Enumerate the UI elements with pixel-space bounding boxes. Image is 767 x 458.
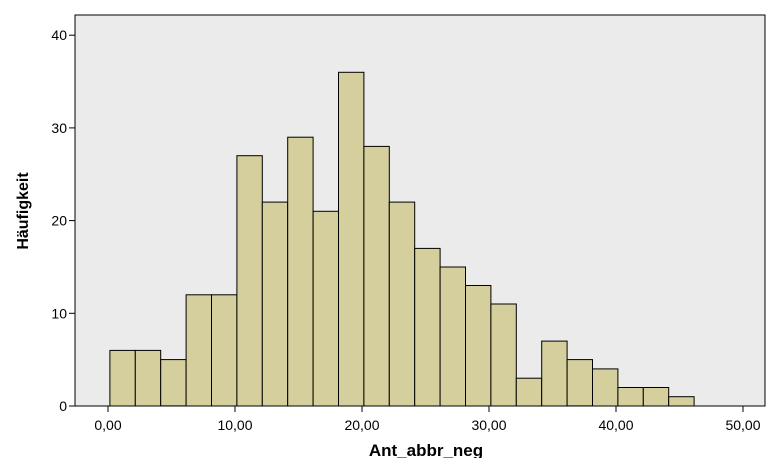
y-tick-label: 20	[51, 213, 67, 229]
y-tick-label: 10	[51, 305, 67, 321]
histogram-bar	[617, 387, 644, 407]
x-axis-label: Ant_abbr_neg	[369, 441, 483, 458]
histogram-bar	[134, 349, 162, 407]
histogram-bar	[211, 294, 238, 407]
bars-group	[109, 71, 695, 407]
histogram-bar	[642, 387, 670, 407]
histogram-bar	[236, 155, 263, 407]
y-tick-label: 30	[51, 120, 67, 136]
x-tick-label: 30,00	[471, 417, 506, 433]
histogram-bar	[668, 396, 695, 407]
histogram-bar	[541, 340, 568, 407]
histogram-bar	[414, 247, 441, 407]
histogram-bar	[160, 359, 187, 407]
x-tick-label: 20,00	[344, 417, 379, 433]
y-axis: 0 10 20 30 40	[51, 27, 75, 414]
y-axis-label: Häufigkeit	[15, 172, 32, 250]
histogram-bar	[388, 201, 416, 407]
x-axis: 0,00 10,00 20,00 30,00 40,00 50,00	[94, 406, 761, 433]
histogram-bar	[109, 349, 136, 407]
histogram-bar	[592, 368, 619, 407]
x-tick-label: 10,00	[217, 417, 252, 433]
histogram-bar	[490, 303, 517, 407]
histogram-bar	[261, 201, 289, 407]
histogram-bar	[465, 285, 492, 407]
x-tick-label: 0,00	[94, 417, 121, 433]
y-tick-label: 40	[51, 27, 67, 43]
histogram-bar	[287, 136, 314, 407]
histogram-bar	[363, 145, 390, 407]
histogram-bar	[338, 71, 365, 407]
x-tick-label: 40,00	[598, 417, 633, 433]
histogram-bar	[185, 294, 213, 407]
y-tick-label: 0	[59, 398, 67, 414]
histogram-bar	[312, 210, 340, 407]
histogram-bar	[439, 266, 467, 407]
histogram-bar	[515, 377, 543, 407]
histogram-bar	[566, 359, 593, 407]
x-tick-label: 50,00	[725, 417, 760, 433]
